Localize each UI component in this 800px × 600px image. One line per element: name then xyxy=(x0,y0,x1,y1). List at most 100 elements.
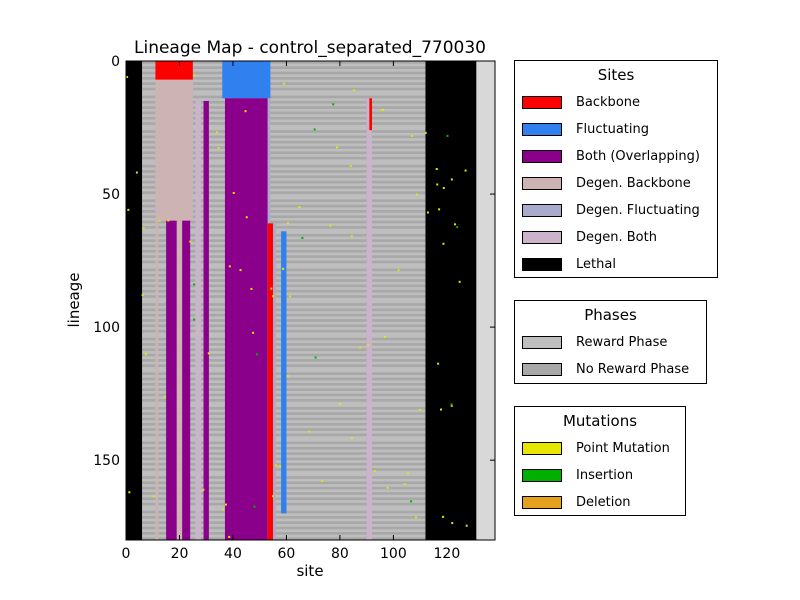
phase-row-no-reward-phase xyxy=(126,249,477,253)
phase-row-reward-phase xyxy=(126,454,477,458)
phase-row-no-reward-phase xyxy=(126,255,477,259)
y-tick-label: 50 xyxy=(102,187,120,203)
legend-swatch xyxy=(522,230,562,244)
phase-row-no-reward-phase xyxy=(126,446,477,450)
phase-row-reward-phase xyxy=(126,420,477,424)
mutation-mark-point-mutation xyxy=(217,146,220,149)
mutation-mark-point-mutation xyxy=(126,76,129,79)
phase-row-no-reward-phase xyxy=(126,279,477,283)
y-tick-label: 0 xyxy=(111,54,120,70)
mutation-mark-point-mutation xyxy=(232,191,235,194)
x-axis: 0 20 40 60 80 100 120 xyxy=(122,61,460,562)
mutation-mark-point-mutation xyxy=(437,362,440,365)
mutation-mark-point-mutation xyxy=(163,395,166,398)
mutation-mark-point-mutation xyxy=(442,187,445,190)
mutation-mark-point-mutation xyxy=(225,503,228,506)
phase-row-no-reward-phase xyxy=(126,186,477,190)
site-region-fluctuating xyxy=(281,231,287,514)
phases-legend: Phases Reward Phase No Reward Phase xyxy=(514,300,707,384)
phase-row-no-reward-phase xyxy=(126,210,477,214)
phase-row-reward-phase xyxy=(126,271,477,275)
mutation-mark-point-mutation xyxy=(349,165,352,168)
mutation-mark-point-mutation xyxy=(244,110,247,113)
mutation-mark-point-mutation xyxy=(228,265,231,268)
mutation-mark-insertion xyxy=(193,318,196,321)
phase-row-reward-phase xyxy=(126,351,477,355)
mutation-mark-point-mutation xyxy=(282,267,285,270)
mutation-mark-point-mutation xyxy=(272,495,275,498)
phase-row-no-reward-phase xyxy=(126,422,477,426)
legend-entry-no-reward-phase: No Reward Phase xyxy=(522,361,689,377)
phase-row-no-reward-phase xyxy=(126,372,477,376)
mutation-mark-point-mutation xyxy=(419,408,422,411)
mutation-mark-point-mutation xyxy=(286,375,289,378)
site-region-backbone xyxy=(155,61,193,80)
phase-row-no-reward-phase xyxy=(126,476,477,480)
mutation-mark-point-mutation xyxy=(270,287,273,290)
mutation-mark-insertion xyxy=(332,103,335,106)
phase-row-no-reward-phase xyxy=(126,289,477,293)
site-region-both-overlapping xyxy=(182,220,191,540)
mutation-mark-point-mutation xyxy=(228,535,231,538)
phase-row-no-reward-phase xyxy=(126,364,477,368)
phase-row-no-reward-phase xyxy=(126,343,477,347)
mutation-mark-point-mutation xyxy=(403,483,406,486)
phase-row-no-reward-phase xyxy=(126,225,477,230)
phase-row-reward-phase xyxy=(126,183,477,187)
phase-row-reward-phase xyxy=(126,265,477,269)
phase-row-no-reward-phase xyxy=(126,146,477,150)
phase-row-reward-phase xyxy=(126,228,477,232)
x-tick-label: 20 xyxy=(171,546,189,562)
mutation-mark-point-mutation xyxy=(410,134,413,137)
y-axis-label: lineage xyxy=(65,272,83,327)
legend-label: Fluctuating xyxy=(576,121,649,137)
x-tick-label: 80 xyxy=(331,546,349,562)
mutation-mark-point-mutation xyxy=(329,224,332,227)
phase-row-reward-phase xyxy=(126,207,477,211)
mutation-mark-point-mutation xyxy=(426,211,429,214)
phase-row-reward-phase xyxy=(126,367,477,371)
legend-label: No Reward Phase xyxy=(576,361,690,377)
phase-row-no-reward-phase xyxy=(126,215,477,219)
phase-row-reward-phase xyxy=(126,236,477,240)
phase-row-no-reward-phase xyxy=(126,180,477,184)
mutation-mark-point-mutation xyxy=(288,295,291,298)
y-axis: 0 50 100 150 xyxy=(93,54,495,469)
mutation-mark-point-mutation xyxy=(272,295,275,298)
legend-entry-fluctuating: Fluctuating xyxy=(522,121,649,137)
mutation-mark-point-mutation xyxy=(440,408,443,411)
site-region-both-overlapping xyxy=(224,98,268,540)
phase-row-reward-phase xyxy=(126,74,477,78)
mutation-mark-point-mutation xyxy=(252,331,255,334)
phase-row-reward-phase xyxy=(126,98,477,102)
phase-row-no-reward-phase xyxy=(126,116,477,120)
phase-row-no-reward-phase xyxy=(126,348,477,352)
phase-row-no-reward-phase xyxy=(126,398,477,403)
mutation-mark-insertion xyxy=(314,356,317,359)
mutation-mark-point-mutation xyxy=(158,219,161,222)
phase-row-reward-phase xyxy=(126,340,477,344)
phase-row-reward-phase xyxy=(126,241,477,246)
mutation-mark-point-mutation xyxy=(321,480,324,483)
phase-row-no-reward-phase xyxy=(126,199,477,203)
phase-row-reward-phase xyxy=(126,63,477,67)
phase-row-no-reward-phase xyxy=(126,95,477,99)
phase-row-reward-phase xyxy=(126,292,477,296)
legend-label: Reward Phase xyxy=(576,334,668,350)
phase-row-reward-phase xyxy=(126,202,477,206)
phase-row-reward-phase xyxy=(126,154,477,158)
phase-row-reward-phase xyxy=(126,524,477,528)
phase-row-reward-phase xyxy=(126,138,477,142)
mutation-mark-point-mutation xyxy=(383,335,386,338)
legend-entry-backbone: Backbone xyxy=(522,94,640,110)
phase-row-no-reward-phase xyxy=(126,412,477,416)
phase-row-no-reward-phase xyxy=(126,61,477,65)
legend-label: Point Mutation xyxy=(576,440,670,456)
phase-row-reward-phase xyxy=(126,276,477,280)
axes-frame xyxy=(125,60,496,541)
legend-entry-lethal: Lethal xyxy=(522,256,616,272)
phase-row-no-reward-phase xyxy=(126,532,477,536)
mutation-mark-point-mutation xyxy=(397,269,400,272)
phase-row-no-reward-phase xyxy=(126,268,477,272)
mutation-mark-point-mutation xyxy=(442,515,445,518)
